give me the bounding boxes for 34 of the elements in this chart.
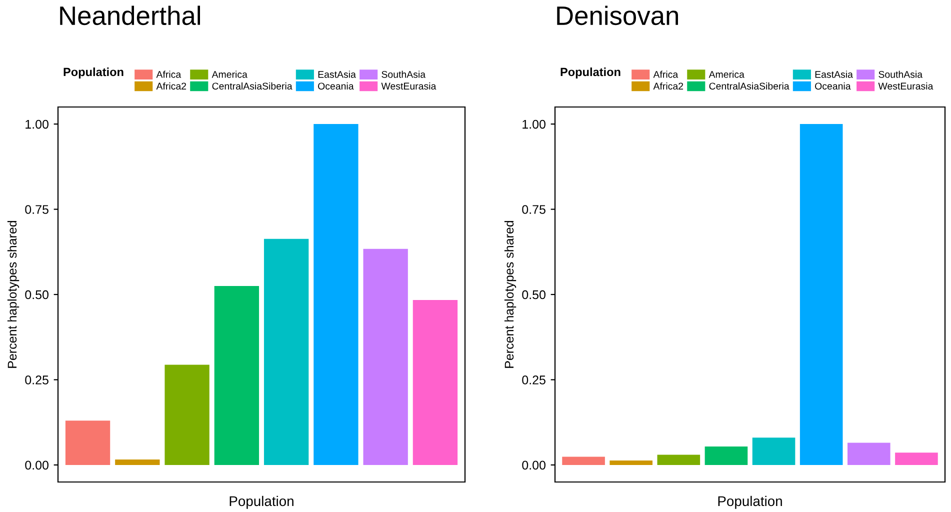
legend-label: America: [708, 70, 744, 78]
y-tick-label: 0.75: [25, 205, 48, 214]
legend-label: EastAsia: [815, 70, 853, 78]
y-tick-label: 1.00: [522, 120, 546, 129]
y-tick-label: 0.00: [25, 460, 48, 470]
legend-label: WestEurasia: [381, 82, 436, 90]
legend-title: Population: [64, 67, 124, 78]
legend-label: CentralAsiaSiberia: [709, 82, 790, 90]
y-tick-label: 0.50: [25, 290, 48, 300]
y-axis-title: Percent haplotypes shared: [504, 220, 516, 368]
legend-label: Africa: [653, 70, 678, 78]
legend-label: SouthAsia: [878, 70, 923, 78]
legend-label: America: [212, 70, 248, 78]
legend-title: Population: [560, 67, 620, 78]
y-tick-label: 0.00: [522, 460, 546, 470]
y-tick-label: 0.25: [25, 376, 48, 384]
legend-label: CentralAsiaSiberia: [212, 82, 292, 90]
chart-title: Denisovan: [557, 6, 678, 26]
legend-label: EastAsia: [318, 70, 356, 78]
legend-label: SouthAsia: [382, 70, 426, 78]
legend-label: WestEurasia: [878, 82, 934, 90]
y-axis-title: Percent haplotypes shared: [7, 220, 20, 368]
legend-label: Oceania: [318, 82, 354, 90]
y-tick-label: 1.00: [26, 120, 48, 129]
chart-title: Neanderthal: [60, 6, 200, 26]
legend-label: Africa2: [653, 82, 684, 90]
y-tick-label: 0.50: [522, 290, 546, 300]
x-axis-title: Population: [230, 496, 294, 509]
legend-label: Africa2: [156, 82, 186, 90]
y-tick-label: 0.25: [522, 376, 546, 384]
legend-label: Africa: [156, 70, 182, 78]
x-axis-title: Population: [718, 496, 782, 509]
legend-label: Oceania: [815, 82, 851, 90]
y-tick-label: 0.75: [522, 205, 546, 214]
